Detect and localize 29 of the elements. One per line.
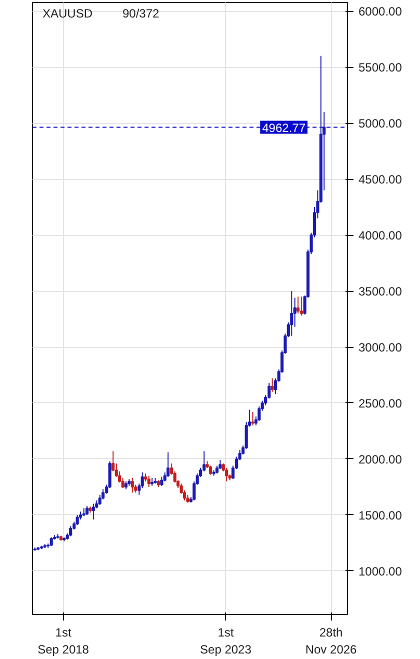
annotation: 90/372 (122, 6, 160, 20)
y-tick-label: 4500.00 (358, 172, 402, 187)
y-tick-label: 3000.00 (358, 340, 402, 355)
candlestick (290, 290, 294, 336)
candlestick (166, 452, 170, 478)
candlestick (130, 478, 134, 494)
candlestick (296, 296, 300, 314)
annotation: XAUUSD (42, 6, 93, 20)
candlestick (251, 411, 254, 426)
candlestick (147, 475, 150, 488)
ref-line-label: 4962.77 (262, 120, 306, 135)
candlestick (69, 526, 72, 537)
y-tick-label: 4000.00 (358, 228, 402, 243)
y-tick-label: 5500.00 (358, 60, 402, 75)
candlestick (270, 378, 274, 392)
y-tick-label: 1500.00 (358, 508, 402, 522)
candlestick (76, 514, 79, 526)
y-tick-label: 1000.00 (358, 564, 402, 578)
candlestick (300, 296, 304, 316)
y-tick-label: 5000.00 (358, 116, 402, 131)
x-tick-label: 1st Sep 2023 (200, 626, 252, 656)
y-tick-label: 2500.00 (358, 396, 402, 410)
y-tick-label: 6000.00 (358, 4, 402, 19)
candlestick (225, 467, 228, 482)
y-tick-label: 3500.00 (358, 284, 402, 299)
candlestick (92, 503, 95, 520)
x-tick-label: 28th Nov 2026 (305, 626, 358, 656)
x-tick-label: 1st Sep 2018 (38, 626, 90, 656)
y-tick-label: 2000.00 (358, 452, 402, 466)
